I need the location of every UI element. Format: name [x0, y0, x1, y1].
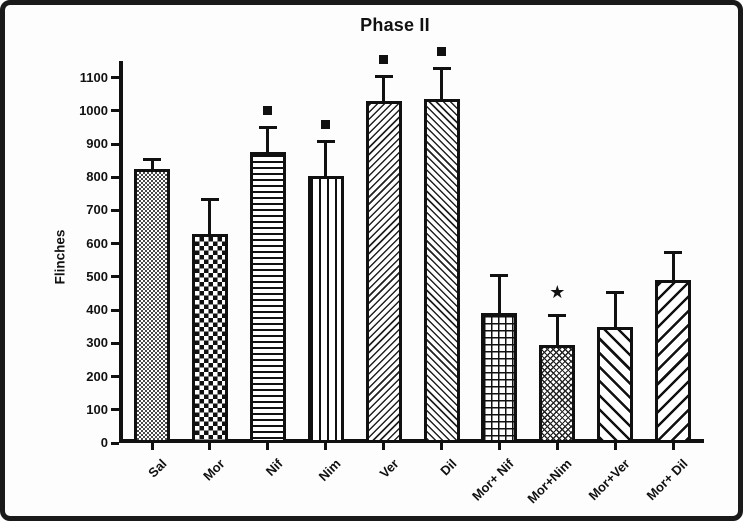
bar — [134, 168, 170, 443]
chart-title: Phase II — [360, 15, 430, 35]
y-tick — [111, 441, 119, 445]
y-tick-label: 900 — [86, 136, 108, 152]
x-tick — [497, 443, 501, 450]
error-bar-stem — [324, 140, 328, 179]
x-tick-label: Sal — [145, 456, 170, 481]
bar — [307, 175, 344, 443]
x-tick-label: Mor+ Dil — [643, 456, 691, 504]
x-tick — [266, 443, 270, 450]
bar — [365, 100, 402, 443]
error-bar-cap — [490, 274, 509, 278]
y-tick — [111, 142, 119, 146]
error-bar-cap — [143, 157, 161, 161]
x-tick — [440, 443, 443, 450]
x-tick-label: Mor — [200, 456, 228, 484]
y-tick-label: 500 — [86, 268, 108, 284]
error-bar-cap — [606, 290, 625, 294]
error-bar-cap — [548, 314, 567, 318]
y-tick-label: 1000 — [79, 102, 108, 118]
significance-square-marker — [437, 46, 446, 56]
y-tick — [111, 109, 119, 113]
x-tick-label: Nim — [315, 456, 344, 484]
y-axis — [119, 61, 123, 443]
error-bar-cap — [664, 251, 683, 254]
error-bar-stem — [555, 315, 559, 348]
y-tick — [111, 76, 119, 80]
bar — [539, 345, 576, 443]
y-tick-label: 700 — [86, 202, 108, 218]
y-tick-label: 0 — [100, 435, 108, 450]
x-tick — [324, 443, 328, 450]
x-tick-label: Mor+Ver — [585, 456, 633, 504]
x-tick — [382, 443, 386, 450]
y-tick-label: 300 — [86, 335, 108, 351]
y-tick-label: 200 — [86, 368, 108, 384]
error-bar-cap — [432, 66, 451, 70]
x-tick — [555, 443, 559, 450]
error-bar-stem — [150, 158, 154, 172]
x-tick — [208, 443, 212, 450]
error-bar-stem — [208, 198, 212, 237]
y-tick-label: 800 — [86, 169, 108, 185]
x-tick — [671, 443, 675, 450]
error-bar-cap — [374, 74, 393, 78]
error-bar-stem — [266, 127, 270, 156]
significance-square-marker — [379, 54, 389, 64]
error-bar-stem — [671, 252, 675, 284]
y-tick — [111, 208, 119, 212]
significance-star-marker: ★ — [549, 282, 566, 304]
error-bar-cap — [316, 139, 335, 143]
x-tick-label: Nif — [262, 456, 286, 479]
y-tick-label: 400 — [86, 302, 108, 318]
significance-square-marker — [263, 106, 273, 116]
bar — [423, 99, 460, 443]
y-tick-label: 1100 — [79, 69, 108, 85]
x-tick — [613, 443, 617, 450]
y-tick — [111, 308, 119, 312]
y-tick — [111, 175, 119, 179]
error-bar-stem — [613, 291, 617, 330]
bar — [481, 313, 518, 443]
y-tick-label: 600 — [86, 235, 108, 251]
y-tick-label: 100 — [86, 401, 108, 417]
error-bar-cap — [200, 197, 219, 201]
y-tick — [111, 275, 119, 279]
error-bar-stem — [497, 275, 501, 317]
x-tick-label: Mor+ Nif — [469, 456, 517, 504]
y-tick — [111, 242, 119, 246]
x-tick — [150, 443, 154, 450]
error-bar-stem — [440, 67, 443, 103]
error-bar-stem — [382, 75, 386, 104]
bar — [191, 233, 228, 443]
error-bar-cap — [258, 126, 277, 130]
bar — [249, 152, 286, 443]
significance-square-marker — [321, 119, 331, 129]
y-tick — [111, 341, 119, 345]
x-tick-label: Dil — [436, 456, 460, 479]
y-tick — [111, 408, 119, 412]
x-axis — [119, 439, 704, 443]
x-tick-label: Ver — [376, 456, 402, 481]
y-tick — [111, 375, 119, 379]
bar — [655, 280, 692, 443]
bar — [597, 326, 634, 443]
x-tick-label: Mor+Nim — [524, 456, 575, 507]
